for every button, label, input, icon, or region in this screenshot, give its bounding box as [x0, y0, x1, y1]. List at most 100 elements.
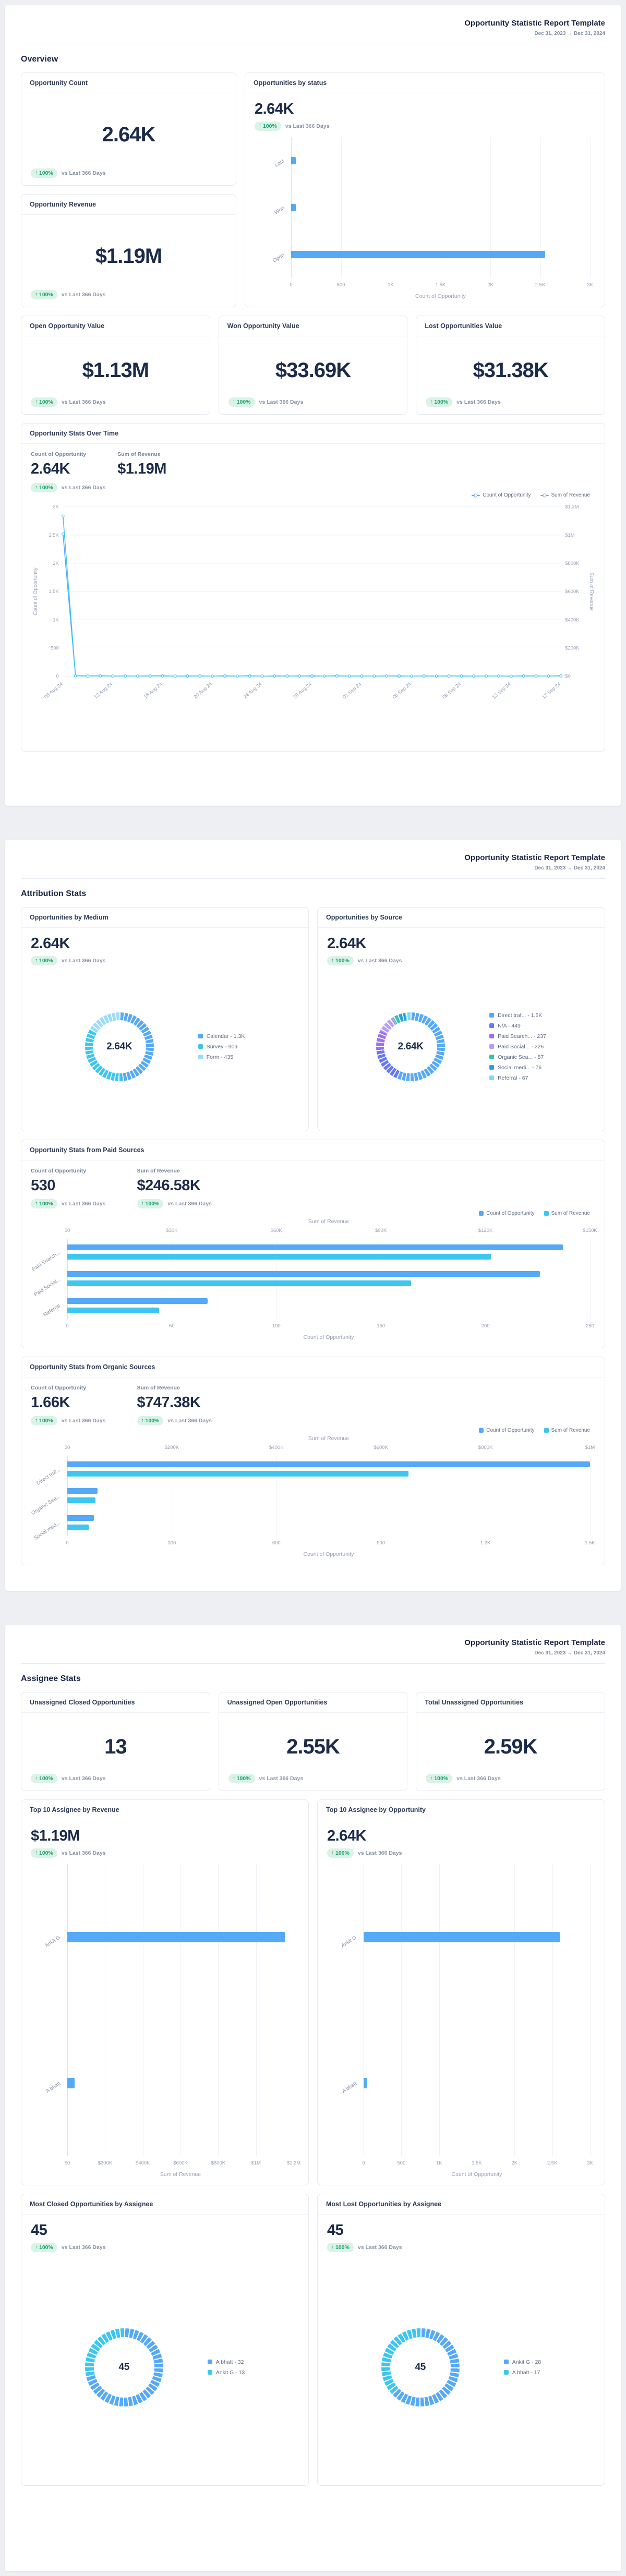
- legend-item[interactable]: Count of Opportunity: [479, 1211, 535, 1216]
- trend-row: ↑ 100% vs Last 366 Days: [137, 1199, 212, 1208]
- legend-item[interactable]: Sum of Revenue: [540, 492, 590, 498]
- category-label: Organic Sea...: [30, 1493, 62, 1517]
- legend-item[interactable]: Direct traf... - 1.5K: [489, 1012, 546, 1019]
- donut-chart[interactable]: 45: [84, 2327, 164, 2407]
- card-body: 13 ↑ 100% vs Last 366 Days: [21, 1713, 210, 1791]
- bottom-axis-label: Count of Opportunity: [303, 1551, 354, 1557]
- card-body: $33.69K ↑ 100% vs Last 366 Days: [219, 336, 407, 414]
- legend-label: Sum of Revenue: [551, 1211, 591, 1216]
- legend-item[interactable]: Count of Opportunity: [472, 492, 531, 498]
- tick-label: 1.5K: [585, 1540, 595, 1546]
- card-body: $31.38K ↑ 100% vs Last 366 Days: [416, 336, 605, 414]
- tick-label: $200K: [98, 2160, 113, 2166]
- legend-item[interactable]: Calendar - 1.3K: [198, 1033, 245, 1039]
- tick-label: $600K: [374, 1445, 388, 1450]
- card-title: Lost Opportunities Value: [425, 322, 502, 330]
- card-header: Opportunities by Source: [318, 908, 605, 928]
- donut-chart[interactable]: 2.64K: [84, 1011, 154, 1082]
- bar[interactable]: [67, 2078, 75, 2088]
- trend-badge: ↑ 100%: [31, 956, 57, 965]
- legend-item[interactable]: Organic Sea... - 87: [489, 1054, 546, 1060]
- bar[interactable]: [67, 1271, 540, 1277]
- card-total-unassigned: Total Unassigned Opportunities 2.59K ↑ 10…: [416, 1692, 605, 1791]
- tick-label: $0: [64, 1445, 70, 1450]
- bar[interactable]: [67, 1244, 563, 1251]
- bar[interactable]: [67, 1461, 590, 1468]
- legend-label: Paid Social... - 226: [498, 1043, 544, 1050]
- bar-group: Paid Search...: [31, 1239, 590, 1272]
- trend-row: ↑ 100% vs Last 366 Days: [31, 483, 595, 492]
- svg-text:13 Sep 24: 13 Sep 24: [491, 681, 512, 700]
- legend-item[interactable]: Sum of Revenue: [544, 1211, 591, 1216]
- tick-label: 1K: [436, 2160, 442, 2166]
- legend-item[interactable]: Paid Search... - 237: [489, 1033, 546, 1039]
- legend-item[interactable]: Count of Opportunity: [479, 1428, 535, 1433]
- donut-chart[interactable]: 45: [380, 2327, 460, 2407]
- trend-suffix: vs Last 366 Days: [61, 485, 106, 491]
- trend-up-icon: ↑: [35, 485, 38, 490]
- bar[interactable]: [67, 1932, 285, 1942]
- card-body: 45 ↑ 100% vs Last 366 Days 45 Ankit G - 28…: [318, 2215, 605, 2485]
- tick-label: 2K: [511, 2160, 518, 2166]
- trend-value: 100%: [39, 1850, 53, 1856]
- bar[interactable]: [291, 157, 296, 164]
- bar-row: Lost: [274, 137, 590, 184]
- category-label: Paid Social...: [33, 1276, 62, 1298]
- card-body: $1.19M ↑ 100% vs Last 366 Days: [21, 215, 236, 307]
- trend-suffix: vs Last 366 Days: [61, 1201, 106, 1207]
- legend-item[interactable]: Form - 435: [198, 1054, 245, 1060]
- legend-swatch: [489, 1023, 495, 1028]
- trend-up-icon: ↑: [259, 123, 261, 129]
- bar[interactable]: [364, 1932, 560, 1942]
- legend-item[interactable]: N/A - 449: [489, 1023, 546, 1029]
- bar-plot: Ankit G A bhatt: [44, 1864, 294, 2156]
- bar[interactable]: [67, 1254, 491, 1260]
- legend-item[interactable]: A bhatt - 32: [207, 2359, 245, 2365]
- tick-label: $30K: [166, 1228, 178, 1233]
- legend-item[interactable]: Survey - 909: [198, 1044, 245, 1050]
- bar[interactable]: [364, 2078, 367, 2088]
- trend-suffix: vs Last 366 Days: [456, 1775, 501, 1782]
- bar[interactable]: [67, 1298, 208, 1304]
- x-axis-ticks: 0 500 1K 1.5K 2K 2.5K 3K: [362, 2160, 593, 2167]
- bar[interactable]: [291, 204, 296, 211]
- bar[interactable]: [67, 1307, 159, 1313]
- tick-label: 0: [290, 282, 293, 288]
- legend-item[interactable]: Sum of Revenue: [544, 1428, 590, 1433]
- trend-value: 100%: [39, 485, 53, 491]
- legend-item[interactable]: Paid Social... - 226: [489, 1044, 546, 1050]
- bottom-axis-ticks: 0 50 100 150 200 250: [66, 1323, 594, 1330]
- trend-value: 100%: [335, 1850, 350, 1856]
- legend-label: Count of Opportunity: [483, 492, 531, 498]
- bar-group: Organic Sea...: [30, 1482, 590, 1516]
- trend-badge: ↑ 100%: [137, 1199, 164, 1208]
- bar[interactable]: [67, 1471, 408, 1477]
- legend-item[interactable]: Ankit G - 13: [207, 2369, 245, 2376]
- donut-chart[interactable]: 2.64K: [376, 1011, 446, 1082]
- trend-value: 100%: [39, 958, 53, 964]
- x-axis-label: Sum of Revenue: [160, 2171, 201, 2178]
- bar[interactable]: [67, 1524, 89, 1530]
- legend-item[interactable]: Ankit G - 28: [503, 2359, 541, 2365]
- bar-plot: Direct traf... Organic Sea... Social med..…: [30, 1456, 591, 1541]
- kpi-pair: Count of Opportunity 1.66K ↑ 100% vs Last …: [31, 1385, 595, 1425]
- trend-up-icon: ↑: [35, 1850, 38, 1856]
- card-header: Opportunity Stats from Paid Sources: [21, 1140, 605, 1160]
- legend-item[interactable]: A bhatt - 17: [503, 2369, 541, 2376]
- bar[interactable]: [67, 1515, 94, 1521]
- legend-swatch: [489, 1065, 495, 1070]
- trend-up-icon: ↑: [141, 1201, 144, 1206]
- top-axis-ticks: $0 $200K $400K $600K $800K $1M: [64, 1445, 595, 1452]
- bar[interactable]: [291, 251, 546, 258]
- legend-item[interactable]: Social medi... - 76: [489, 1065, 546, 1071]
- bar[interactable]: [67, 1497, 96, 1504]
- trend-badge: ↑ 100%: [31, 397, 57, 407]
- opportunities-by-medium-chart: 2.64K Calendar - 1.3K Survey - 909 Form - …: [31, 970, 299, 1123]
- bar[interactable]: [67, 1488, 98, 1494]
- svg-text:28 Aug 24: 28 Aug 24: [292, 681, 313, 700]
- chart-kpi: 2.64K ↑ 100% vs Last 366 Days: [327, 935, 595, 965]
- legend-item[interactable]: Referral - 67: [489, 1075, 546, 1081]
- bar[interactable]: [67, 1280, 412, 1287]
- tick-label: 0: [66, 1540, 69, 1546]
- card-opportunities-by-medium: Opportunities by Medium 2.64K ↑ 100% vs La…: [21, 907, 309, 1131]
